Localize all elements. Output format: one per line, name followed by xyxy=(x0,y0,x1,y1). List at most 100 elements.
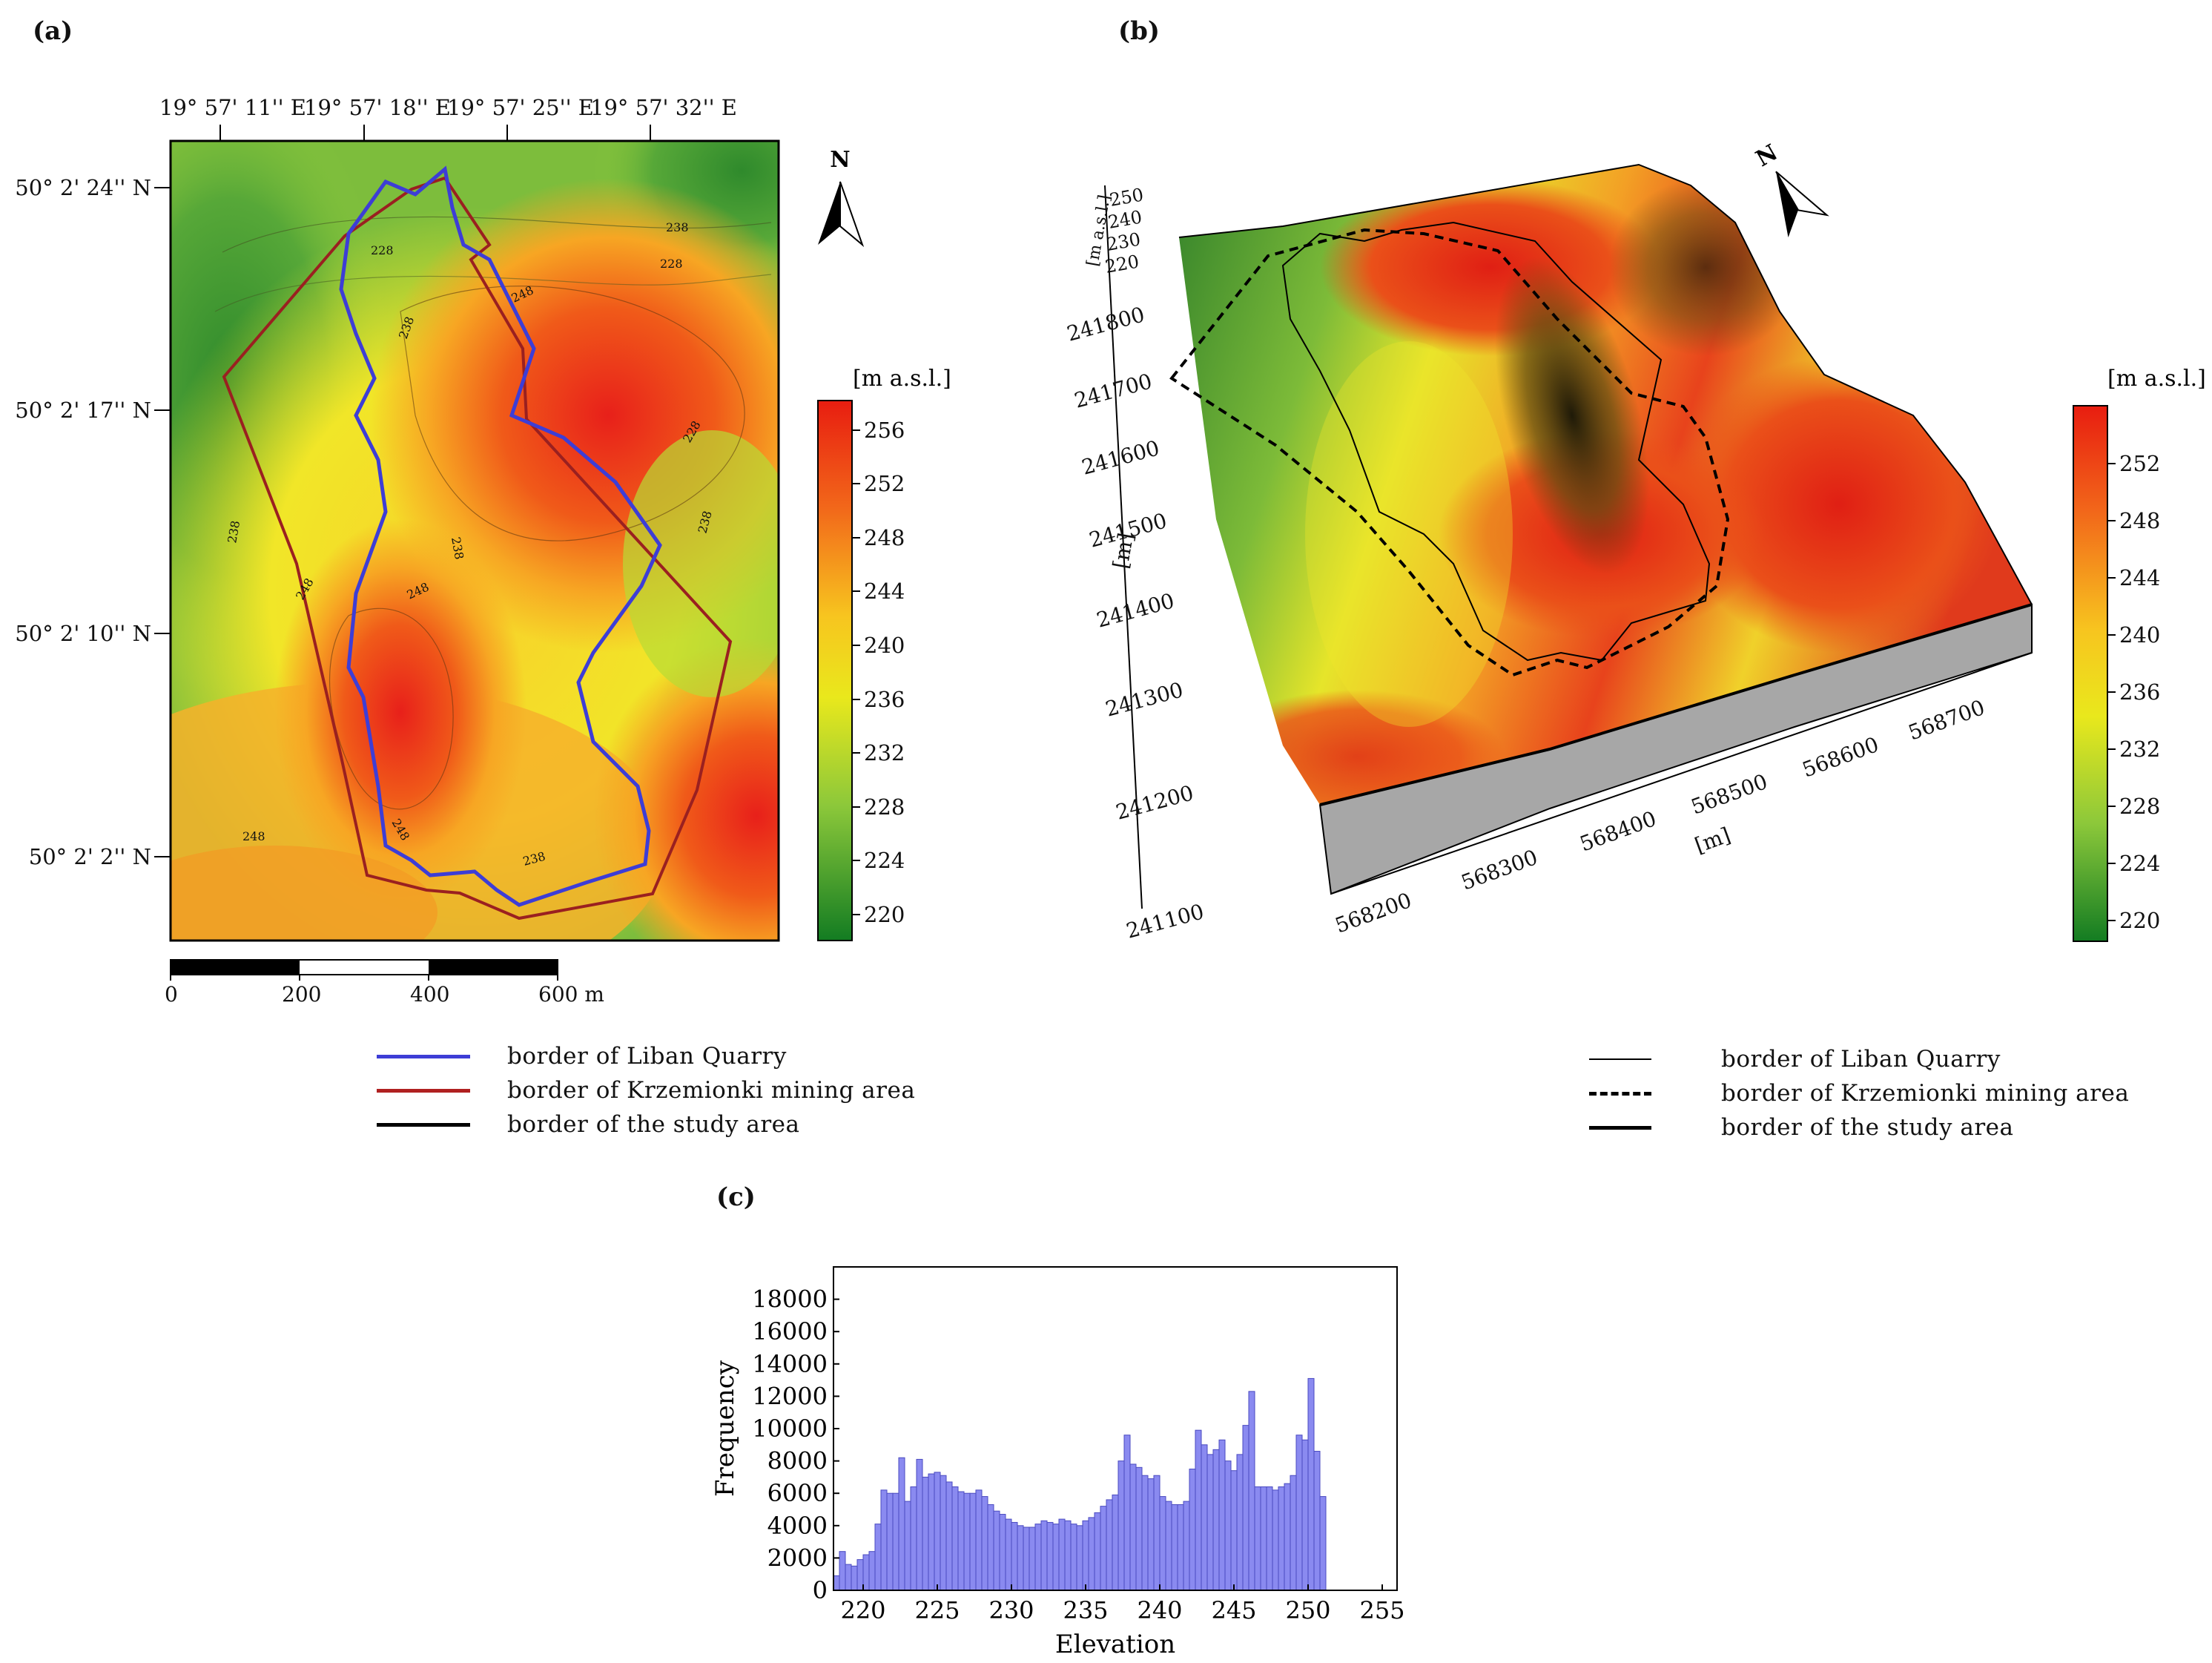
x-tick-label: 250 xyxy=(1285,1596,1330,1624)
svg-text:248: 248 xyxy=(864,525,905,550)
histogram-bar xyxy=(1058,1518,1066,1591)
scale-label-0: 0 xyxy=(165,982,178,1007)
svg-text:236: 236 xyxy=(864,687,905,712)
svg-text:241400: 241400 xyxy=(1094,588,1177,633)
histogram-bar xyxy=(1284,1483,1291,1591)
histogram-bar xyxy=(1112,1494,1119,1591)
panel-label-b: (b) xyxy=(1118,16,1160,46)
svg-text:228: 228 xyxy=(660,257,683,271)
histogram-bar xyxy=(1159,1496,1166,1591)
svg-text:232: 232 xyxy=(864,740,905,765)
svg-text:241700: 241700 xyxy=(1072,369,1155,413)
histogram-bar xyxy=(1082,1520,1089,1591)
top-ticks-a xyxy=(219,125,651,141)
left-coord-2: 50° 2' 17'' N xyxy=(15,398,151,423)
histogram-bar xyxy=(1272,1489,1279,1591)
histogram-bar xyxy=(1135,1466,1143,1591)
legend-a-krzemionki: border of Krzemionki mining area xyxy=(377,1077,915,1104)
histogram-bar xyxy=(999,1514,1006,1591)
y-tick-label: 0 xyxy=(813,1576,828,1604)
legend-b-krzemionki-label: border of Krzemionki mining area xyxy=(1721,1080,2130,1107)
histogram-bar xyxy=(1189,1469,1196,1591)
x-axis-b xyxy=(1330,652,2033,895)
svg-text:240: 240 xyxy=(864,633,905,658)
histogram-bar xyxy=(839,1551,846,1591)
histogram-bar xyxy=(1248,1391,1255,1591)
histogram-bar xyxy=(845,1564,852,1591)
y-tick-label: 14000 xyxy=(752,1350,828,1378)
legend-b-liban-swatch xyxy=(1589,1058,1651,1060)
left-coord-1: 50° 2' 24'' N xyxy=(15,175,151,200)
histogram-bar xyxy=(945,1481,953,1591)
histogram-bar xyxy=(934,1472,941,1591)
legend-a-krzemionki-swatch xyxy=(377,1088,470,1093)
histogram-bar xyxy=(1266,1486,1273,1591)
svg-text:252: 252 xyxy=(864,471,905,496)
panel-label-a: (a) xyxy=(33,16,73,46)
histogram-bar xyxy=(1040,1520,1048,1591)
colorbar-b-ticks: 252 248 244 240 236 232 228 224 220 xyxy=(2107,451,2160,933)
svg-text:568400: 568400 xyxy=(1577,806,1660,857)
north-arrow-a-icon: N xyxy=(818,147,865,248)
map-b-3d: 250 240 230 220 [m a.s.l.] 241800 241700… xyxy=(1064,139,2206,944)
svg-text:228: 228 xyxy=(371,243,394,257)
svg-text:241800: 241800 xyxy=(1064,302,1147,346)
histogram-bar xyxy=(1011,1521,1018,1591)
histogram-c: 220 225 230 235 240 245 250 255 0 2000 4000 6000 80… xyxy=(710,1266,1405,1659)
histogram-bar xyxy=(1260,1486,1267,1591)
x-tick-label: 220 xyxy=(840,1596,885,1624)
histogram-bar xyxy=(862,1554,870,1591)
scale-label-400: 400 xyxy=(410,982,449,1007)
panel-label-c: (c) xyxy=(716,1182,756,1212)
histogram-bar xyxy=(1165,1501,1172,1591)
svg-text:248: 248 xyxy=(2119,508,2160,533)
svg-text:[m]: [m] xyxy=(1108,531,1138,570)
legend-b-krzemionki-swatch xyxy=(1589,1091,1651,1096)
histogram-bar xyxy=(1094,1512,1101,1591)
legend-b-study-swatch xyxy=(1589,1125,1651,1130)
histogram-bar xyxy=(898,1457,905,1591)
svg-text:252: 252 xyxy=(2119,451,2160,476)
y-tick-label: 16000 xyxy=(752,1317,828,1346)
histogram-bar xyxy=(910,1486,917,1591)
histogram-bar xyxy=(1295,1435,1303,1591)
svg-text:248: 248 xyxy=(242,829,265,843)
svg-text:220: 220 xyxy=(864,902,905,927)
liban-quarry-border-b xyxy=(1281,221,1711,662)
top-coord-1: 19° 57' 11'' E xyxy=(159,95,306,120)
svg-text:228: 228 xyxy=(2119,794,2160,819)
histogram-bar xyxy=(1023,1527,1030,1591)
svg-text:244: 244 xyxy=(864,579,905,604)
svg-text:220: 220 xyxy=(2119,908,2160,933)
histogram-bar xyxy=(1236,1454,1244,1591)
x-tick-label: 225 xyxy=(914,1596,960,1624)
legend-a-liban-swatch xyxy=(377,1054,470,1058)
svg-text:240: 240 xyxy=(2119,622,2160,648)
x-tick-label: 240 xyxy=(1137,1596,1182,1624)
y-axis-b xyxy=(1104,185,1143,909)
histogram-bar xyxy=(1224,1461,1232,1591)
top-coord-3: 19° 57' 25'' E xyxy=(447,95,594,120)
histogram-bar xyxy=(886,1492,894,1591)
legend-b-krzemionki: border of Krzemionki mining area xyxy=(1589,1080,2129,1107)
histogram-bar xyxy=(1254,1486,1261,1591)
y-tick-label: 18000 xyxy=(752,1285,828,1314)
svg-text:N: N xyxy=(1752,139,1782,172)
histogram-bar xyxy=(1046,1521,1054,1591)
histogram-bar xyxy=(969,1492,977,1591)
histogram-bar xyxy=(940,1475,947,1591)
histogram-bar xyxy=(951,1486,959,1591)
legend-b-study-label: border of the study area xyxy=(1721,1114,2014,1141)
y-tick-label: 10000 xyxy=(752,1415,828,1443)
legend-a-liban: border of Liban Quarry xyxy=(377,1043,787,1070)
histogram-bar xyxy=(1201,1444,1208,1591)
histogram-bar xyxy=(1106,1499,1113,1591)
histogram-bar xyxy=(1088,1517,1095,1591)
histogram-bars xyxy=(833,1377,1327,1591)
histogram-bar xyxy=(1070,1524,1077,1591)
top-coord-4: 19° 57' 32'' E xyxy=(590,95,737,120)
legend-b-liban-label: border of Liban Quarry xyxy=(1721,1046,2001,1073)
histogram-bar xyxy=(1319,1496,1327,1591)
histogram-bar xyxy=(1052,1524,1060,1591)
histogram-bar xyxy=(868,1551,876,1591)
